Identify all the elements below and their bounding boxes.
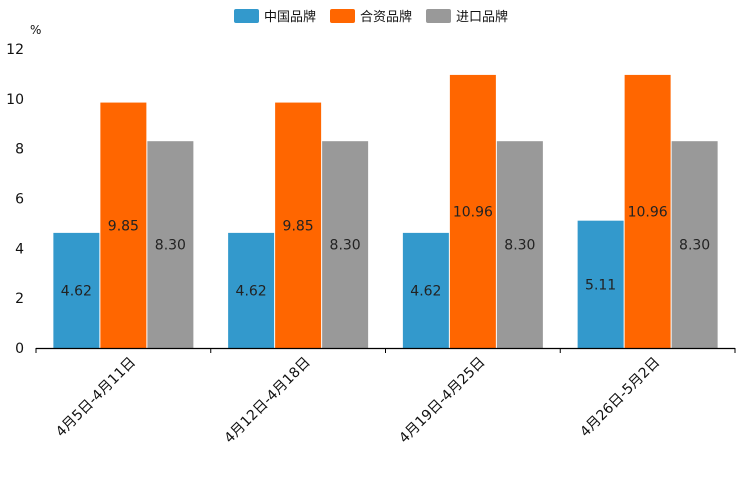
data-label: 5.11 <box>585 277 616 293</box>
bar <box>275 102 322 348</box>
x-tick-label: 4月12日-4月18日 <box>221 354 313 446</box>
bar <box>671 141 718 348</box>
bar <box>402 232 449 348</box>
data-label: 8.30 <box>504 238 535 254</box>
y-tick-label: 2 <box>15 291 24 307</box>
bar <box>228 232 275 348</box>
y-axis: 0 2 4 6 8 10 12 <box>6 42 24 357</box>
data-label: 4.62 <box>236 283 267 299</box>
data-label: 4.62 <box>410 283 441 299</box>
bar <box>322 141 369 348</box>
legend-swatch <box>330 9 355 23</box>
legend-swatch <box>234 9 259 23</box>
bar <box>147 141 194 348</box>
y-tick-label: 8 <box>15 142 24 158</box>
bar <box>577 220 624 348</box>
legend-label: 中国品牌 <box>264 9 316 25</box>
x-tick-label: 4月19日-4月25日 <box>396 354 488 446</box>
y-tick-label: 0 <box>15 341 24 357</box>
x-axis: 4月5日-4月11日 4月12日-4月18日 4月19日-4月25日 4月26日-5月… <box>35 347 736 447</box>
legend-label: 合资品牌 <box>360 9 412 25</box>
legend: 中国品牌 合资品牌 进口品牌 <box>234 9 508 25</box>
data-label: 10.96 <box>453 204 493 220</box>
data-label: 4.62 <box>61 283 92 299</box>
data-label: 8.30 <box>679 238 710 254</box>
legend-swatch <box>426 9 451 23</box>
x-tick-label: 4月26日-5月2日 <box>577 354 663 440</box>
y-tick-label: 6 <box>15 192 24 208</box>
data-label: 8.30 <box>155 238 186 254</box>
data-label: 10.96 <box>628 204 668 220</box>
y-tick-label: 12 <box>6 42 24 58</box>
bars: 4.62 9.85 8.30 4.62 9.85 8.30 4.62 10.96 8.30 5.1… <box>53 74 718 348</box>
bar <box>53 232 100 348</box>
y-tick-label: 10 <box>6 92 24 108</box>
y-unit-label: % <box>30 23 41 37</box>
legend-label: 进口品牌 <box>456 9 508 25</box>
bar <box>449 74 496 348</box>
data-label: 9.85 <box>283 218 314 234</box>
x-tick-label: 4月5日-4月11日 <box>53 354 139 440</box>
bar <box>100 102 147 348</box>
data-label: 8.30 <box>330 238 361 254</box>
y-tick-label: 4 <box>15 241 24 257</box>
bar <box>624 74 671 348</box>
data-label: 9.85 <box>108 218 139 234</box>
bar <box>496 141 543 348</box>
